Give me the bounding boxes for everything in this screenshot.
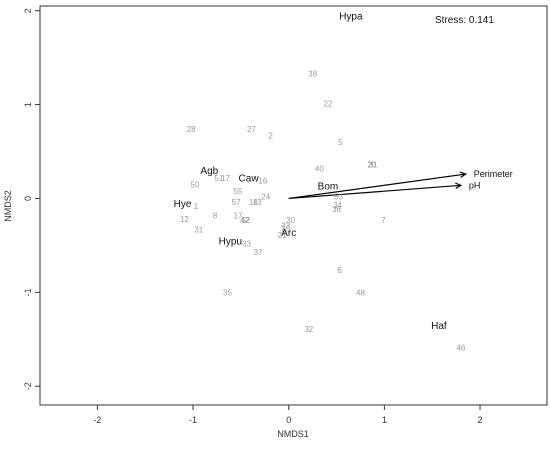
site-label: 23	[281, 222, 290, 231]
y-tick-label: -2	[23, 382, 33, 390]
site-label: 40	[315, 164, 324, 173]
y-tick-label: -1	[23, 288, 33, 296]
site-label: 8	[213, 211, 218, 220]
site-label: 12	[180, 215, 189, 224]
x-axis: -2 -1 0 1 2	[93, 405, 483, 425]
y-axis: -2 -1 0 1 2	[23, 8, 40, 390]
site-label: 2	[268, 132, 273, 141]
site-label: 5	[338, 138, 343, 147]
site-label: 46	[456, 344, 465, 353]
site-label: 57	[232, 198, 241, 207]
site-label: 20	[367, 161, 376, 170]
site-label: 16	[258, 177, 267, 186]
x-tick-label: -1	[189, 415, 197, 425]
species-label: Arc	[281, 228, 296, 239]
site-label: 55	[234, 187, 243, 196]
species-scores: Hypa Agb Caw Bom Hye Arc Hypu Haf	[174, 11, 447, 332]
site-label: 34	[333, 201, 342, 210]
site-label: 35	[223, 288, 232, 297]
site-label: 28	[187, 125, 196, 134]
site-label: 42	[240, 216, 249, 225]
site-label: 53	[334, 193, 343, 202]
site-label: 24	[261, 193, 270, 202]
vector-label: Perimeter	[474, 169, 513, 179]
species-label: Caw	[239, 174, 260, 185]
vector-label: pH	[469, 180, 481, 190]
site-label: 48	[356, 288, 365, 297]
vector-arrowhead	[459, 171, 468, 178]
site-label: 50	[191, 180, 200, 189]
site-label: 18	[249, 198, 258, 207]
site-label: 36	[332, 205, 341, 214]
site-label: 6	[337, 266, 342, 275]
stress-label: Stress: 0.141	[435, 15, 494, 26]
species-label: Hye	[174, 199, 192, 210]
species-label: Agb	[200, 166, 218, 177]
x-tick-label: 0	[286, 415, 291, 425]
y-tick-label: 0	[23, 196, 33, 201]
site-label: 25	[281, 225, 290, 234]
site-label: 31	[368, 161, 377, 170]
site-label: 51	[214, 174, 223, 183]
species-label: Haf	[431, 321, 447, 332]
site-label: 37	[254, 248, 263, 257]
site-label: 17	[234, 211, 243, 220]
site-label: 22	[323, 100, 332, 109]
plot-frame	[39, 5, 548, 406]
site-label: 7	[381, 216, 386, 225]
x-tick-label: 2	[478, 415, 483, 425]
site-label: 27	[247, 125, 256, 134]
species-label: Bom	[318, 181, 339, 192]
vector-arrow	[288, 184, 461, 200]
species-label: Hypu	[219, 237, 242, 248]
x-tick-label: -2	[93, 415, 101, 425]
site-label: 32	[304, 325, 313, 334]
vector-arrowhead	[455, 182, 463, 189]
x-tick-label: 1	[382, 415, 387, 425]
site-label: 1	[194, 202, 199, 211]
site-label: 33	[242, 240, 251, 249]
species-label: Hypa	[339, 11, 363, 22]
site-label: 52	[241, 216, 250, 225]
site-label: 21	[278, 231, 287, 240]
vector-arrow	[288, 173, 466, 200]
site-label: 17	[221, 174, 230, 183]
site-label: 30	[286, 216, 295, 225]
y-axis-title: NMDS2	[3, 190, 13, 222]
site-label: 38	[308, 70, 317, 79]
site-label: 31	[194, 225, 203, 234]
y-tick-label: 1	[23, 102, 33, 107]
x-axis-title: NMDS1	[277, 429, 309, 439]
site-label: 13	[253, 198, 262, 207]
y-tick-label: 2	[23, 8, 33, 13]
